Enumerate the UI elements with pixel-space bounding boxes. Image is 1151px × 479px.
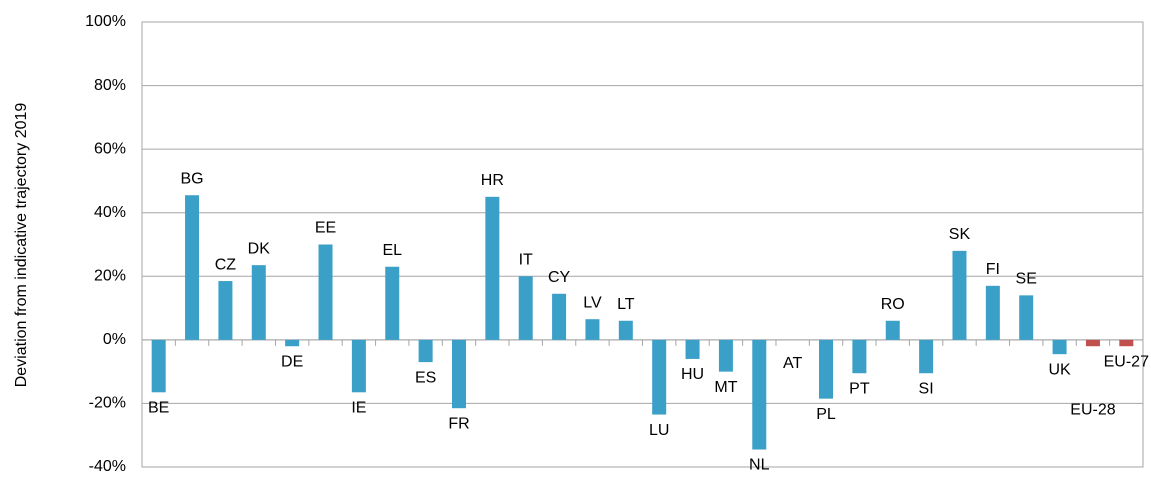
y-tick-label: 60%	[94, 140, 126, 157]
bar	[1085, 339, 1100, 347]
bar	[251, 265, 266, 340]
category-label: CY	[548, 269, 571, 286]
bar	[1119, 339, 1134, 347]
category-label: MT	[714, 379, 737, 396]
category-label: AT	[783, 355, 802, 372]
category-label: HU	[681, 366, 704, 383]
bar	[451, 339, 466, 409]
category-label: LU	[649, 422, 669, 439]
y-tick-label: 100%	[85, 13, 126, 30]
bar	[185, 195, 200, 340]
bar	[618, 320, 633, 340]
bar	[351, 339, 366, 393]
bar	[285, 339, 300, 347]
category-label: SI	[919, 380, 934, 397]
bar	[752, 339, 767, 450]
category-label: EU-27	[1104, 353, 1149, 370]
bar	[952, 250, 967, 340]
bar	[385, 266, 400, 340]
bar	[151, 339, 166, 393]
category-label: LT	[617, 296, 635, 313]
category-label: NL	[749, 457, 770, 474]
bar	[418, 339, 433, 363]
category-label: UK	[1048, 361, 1071, 378]
category-label: EU-28	[1070, 401, 1115, 418]
category-label: IT	[519, 252, 533, 269]
y-tick-label: -40%	[89, 458, 126, 475]
bar	[885, 320, 900, 340]
y-tick-label: 40%	[94, 204, 126, 221]
y-tick-label: 20%	[94, 268, 126, 285]
bar	[585, 319, 600, 340]
bar	[852, 339, 867, 374]
bar	[1052, 339, 1067, 355]
bar	[819, 339, 834, 399]
y-tick-label: 80%	[94, 77, 126, 94]
category-label: CZ	[215, 256, 237, 273]
bar	[552, 293, 567, 340]
category-label: FI	[986, 261, 1000, 278]
y-tick-label: 0%	[103, 331, 126, 348]
bar	[652, 339, 667, 415]
category-label: DE	[281, 353, 303, 370]
bar	[485, 196, 500, 340]
category-label: PL	[816, 406, 836, 423]
category-label: RO	[881, 296, 905, 313]
category-label: PT	[849, 380, 870, 397]
bar	[318, 244, 333, 340]
category-label: BE	[148, 400, 169, 417]
bar	[218, 281, 233, 340]
category-label: IE	[351, 400, 366, 417]
category-label: FR	[448, 415, 469, 432]
category-label: ES	[415, 369, 436, 386]
category-label: SE	[1016, 271, 1037, 288]
y-axis-label: Deviation from indicative trajectory 201…	[13, 103, 30, 388]
bar	[685, 339, 700, 359]
bar	[518, 276, 533, 340]
category-label: EE	[315, 220, 336, 237]
bar	[985, 285, 1000, 340]
bar	[718, 339, 733, 372]
bar	[919, 339, 934, 374]
category-label: DK	[248, 240, 271, 257]
bar	[1019, 295, 1034, 340]
category-label: BG	[180, 170, 203, 187]
plot-border	[141, 21, 1144, 468]
category-label: SK	[949, 226, 971, 243]
category-label: HR	[481, 172, 504, 189]
y-tick-label: -20%	[89, 395, 126, 412]
category-label: EL	[382, 242, 402, 259]
category-label: LV	[583, 294, 602, 311]
